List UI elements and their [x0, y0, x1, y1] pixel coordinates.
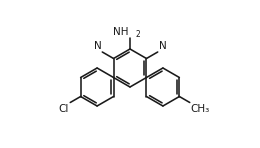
Text: CH₃: CH₃	[191, 103, 210, 114]
Text: NH: NH	[114, 27, 129, 37]
Text: N: N	[94, 41, 101, 51]
Text: Cl: Cl	[59, 103, 69, 114]
Text: 2: 2	[135, 29, 140, 38]
Text: N: N	[159, 41, 166, 51]
